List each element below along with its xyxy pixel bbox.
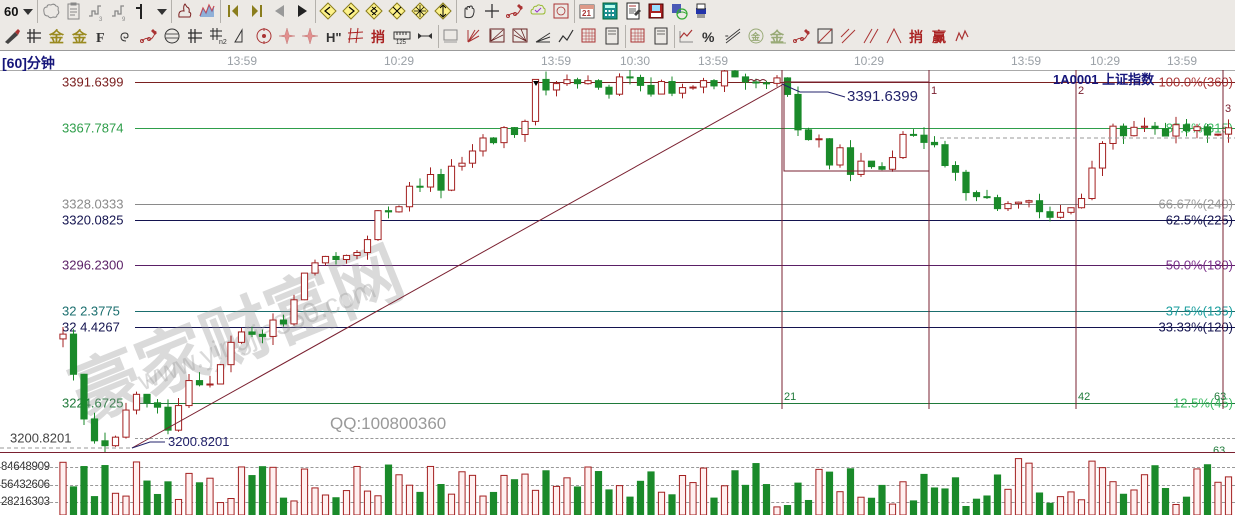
svg-text:3: 3 [99, 17, 103, 21]
svg-text:H": H" [326, 30, 342, 45]
svg-text:金: 金 [71, 28, 88, 46]
svg-text:125: 125 [396, 40, 407, 46]
svg-text:21: 21 [784, 391, 796, 403]
svg-text:捎: 捎 [371, 29, 385, 45]
svg-text:21: 21 [582, 9, 591, 18]
svg-text:3: 3 [1225, 103, 1231, 115]
svg-text:金: 金 [750, 31, 761, 42]
svg-text:%: % [702, 29, 715, 45]
svg-text:赢: 赢 [932, 29, 946, 45]
svg-text:3391.6399: 3391.6399 [847, 88, 918, 105]
svg-text:金: 金 [48, 28, 65, 46]
svg-text:n2: n2 [219, 39, 227, 46]
svg-text:捎: 捎 [909, 29, 923, 45]
svg-text:42: 42 [1078, 391, 1090, 403]
svg-text:9: 9 [122, 17, 126, 21]
svg-text:63: 63 [1214, 391, 1226, 403]
svg-text:1: 1 [931, 85, 937, 97]
svg-text:3200.8201: 3200.8201 [168, 434, 229, 449]
svg-text:=: = [725, 34, 729, 40]
svg-text:F: F [96, 31, 105, 46]
